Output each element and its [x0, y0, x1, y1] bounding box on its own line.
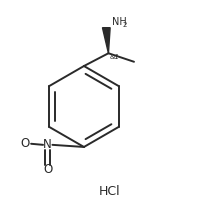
Polygon shape — [102, 28, 110, 53]
Text: HCl: HCl — [99, 185, 120, 198]
Text: N: N — [43, 138, 52, 151]
Text: 2: 2 — [123, 22, 127, 28]
Text: NH: NH — [112, 17, 126, 27]
Text: O: O — [21, 137, 30, 150]
Text: O: O — [43, 163, 52, 176]
Text: &1: &1 — [109, 54, 119, 60]
